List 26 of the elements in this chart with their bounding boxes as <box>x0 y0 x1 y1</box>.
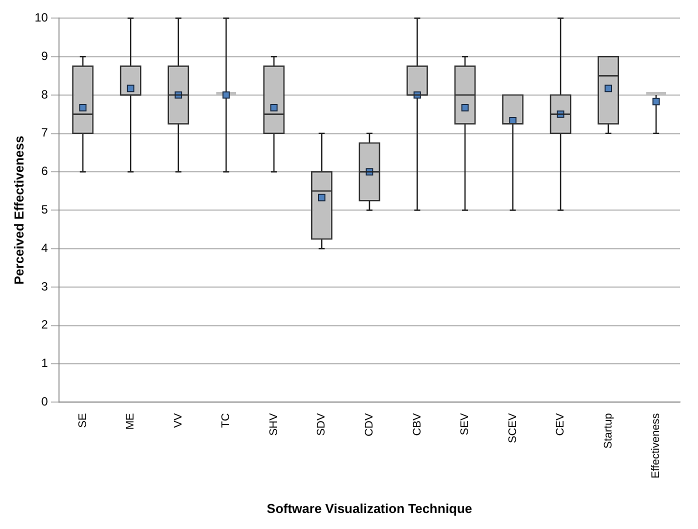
x-axis-title: Software Visualization Technique <box>266 500 472 516</box>
x-tick-label: Effectiveness <box>650 412 662 478</box>
y-tick-label: 9 <box>41 48 48 63</box>
y-tick-label: 10 <box>34 10 48 25</box>
y-axis-title: Perceived Effectiveness <box>11 136 26 285</box>
y-tick-label: 3 <box>41 279 48 294</box>
x-tick-label: SE <box>76 413 89 428</box>
x-tick-label: VV <box>172 412 184 428</box>
y-tick-label: 4 <box>41 240 48 255</box>
y-tick-label: 8 <box>41 87 48 102</box>
y-tick-label: 2 <box>41 318 48 332</box>
x-tick-label: SEV <box>459 412 472 436</box>
y-tick-label: 0 <box>41 394 48 408</box>
x-tick-label: SHV <box>268 412 280 436</box>
x-tick-label: TC <box>220 413 232 428</box>
y-tick-label: 7 <box>41 126 48 140</box>
x-tick-label: Startup <box>602 413 614 449</box>
y-tick-label: 6 <box>41 164 48 178</box>
x-tick-label: CDV <box>364 412 376 436</box>
x-tick-label: CEV <box>554 412 567 436</box>
y-tick-label: 1 <box>41 356 48 370</box>
x-tick-label: CBV <box>411 412 424 436</box>
x-tick-label: SCEV <box>506 412 519 444</box>
y-tick-label: 5 <box>41 202 48 216</box>
x-tick-label: SDV <box>316 412 328 436</box>
x-tick-label: ME <box>124 413 137 430</box>
